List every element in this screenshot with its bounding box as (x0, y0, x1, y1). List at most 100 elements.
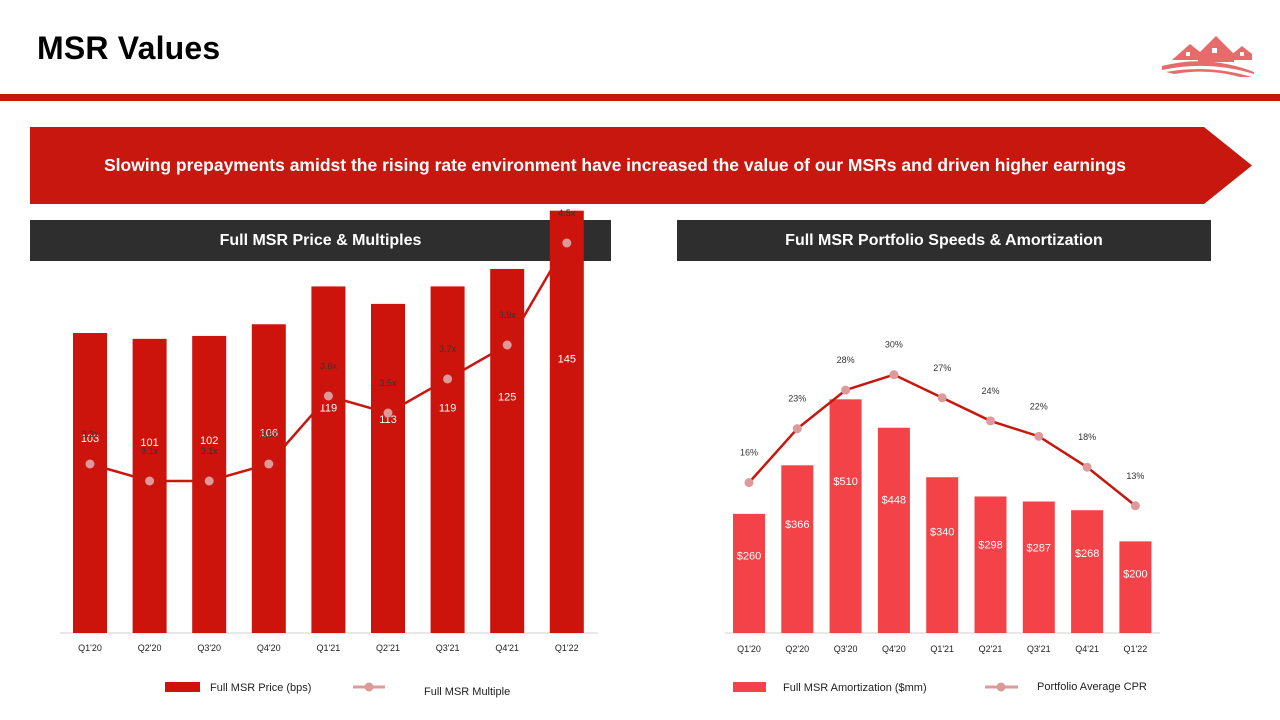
legend-label-cpr: Portfolio Average CPR (1037, 681, 1147, 693)
line-marker-9 (1130, 501, 1140, 511)
legend-label-price: Full MSR Price (bps) (210, 682, 311, 694)
x-tick-label: Q1'21 (930, 644, 954, 654)
banner-text: Slowing prepayments amidst the rising ra… (103, 155, 1127, 175)
bar-value-label: 125 (498, 391, 516, 403)
line-marker-4 (889, 370, 899, 380)
bar-value-label: 103 (81, 433, 99, 445)
bar-5 (926, 477, 959, 633)
bar-8 (1071, 510, 1104, 633)
line-marker-1 (744, 478, 754, 488)
line-value-label: 3.1x (141, 446, 159, 456)
legend-label-amortization: Full MSR Amortization ($mm) (783, 682, 927, 694)
bar-8 (490, 268, 525, 633)
header-divider (0, 94, 1280, 101)
bar-2 (781, 465, 814, 633)
panel-header-speeds-amortization: Full MSR Portfolio Speeds & Amortization (677, 220, 1211, 261)
x-tick-label: Q2’21 (376, 643, 400, 653)
bar-4 (251, 324, 286, 633)
line-value-label: 18% (1078, 432, 1096, 442)
bar-6 (371, 303, 405, 633)
bar-4 (877, 427, 910, 633)
x-tick-label: Q2'20 (138, 643, 162, 653)
line-value-label: 3.2x (260, 429, 278, 439)
x-tick-label: Q4'20 (882, 644, 906, 654)
line-marker-6 (383, 408, 393, 418)
line-value-label: 3.5x (379, 378, 397, 388)
legend-swatch-amortization (733, 682, 766, 692)
legend-swatch-price (165, 682, 200, 692)
line-value-label: 24% (981, 386, 999, 396)
bar-value-label: $268 (1075, 548, 1099, 560)
banner-arrow (30, 127, 1252, 204)
line-value-label: 4.5x (558, 208, 576, 218)
legend: Full MSR Price (bps) Full MSR Multiple (165, 682, 510, 698)
line-value-label: 28% (837, 355, 855, 365)
line-value-label: 3.6x (320, 361, 338, 371)
bar-value-label: 119 (439, 403, 457, 415)
bar-value-label: $287 (1027, 543, 1051, 555)
x-tick-label: Q2'20 (785, 644, 809, 654)
x-tick-label: Q2'21 (979, 644, 1003, 654)
bar-5 (311, 286, 346, 633)
bar-value-label: 102 (200, 435, 218, 447)
bar-value-label: $448 (882, 495, 906, 507)
x-tick-label: Q4'21 (495, 643, 519, 653)
line-marker-9 (562, 238, 572, 248)
line-marker-3 (204, 476, 214, 486)
bar-1 (733, 513, 765, 633)
company-logo-icon (1162, 36, 1254, 77)
bar-value-label: $340 (930, 527, 954, 539)
line-value-label: 3.2x (81, 429, 99, 439)
line-marker-8 (1082, 462, 1092, 472)
panel-header-price-multiples: Full MSR Price & Multiples (30, 220, 611, 261)
x-tick-label: Q3'20 (197, 643, 221, 653)
bar-3 (829, 399, 862, 633)
line-marker-6 (986, 416, 995, 426)
x-tick-label: Q1'22 (555, 643, 579, 653)
line-marker-8 (502, 340, 512, 350)
line-value-label: 27% (933, 363, 951, 373)
legend-marker-multiple (364, 682, 374, 692)
line-marker-7 (443, 374, 453, 384)
bar-value-label: 145 (558, 353, 576, 365)
line-marker-4 (264, 459, 274, 469)
line-value-label: 3.7x (439, 344, 457, 354)
line-value-label: 3.1x (201, 446, 219, 456)
x-tick-label: Q1'20 (78, 643, 102, 653)
line-value-label: 22% (1030, 401, 1048, 411)
line-marker-5 (937, 393, 947, 403)
bar-1 (73, 333, 107, 633)
bar-7 (430, 286, 465, 633)
line-value-label: 30% (885, 340, 903, 350)
legend-label-multiple: Full MSR Multiple (424, 686, 510, 698)
chart-msr-price: 103 101 102 106 119 113 119 125 145 3.2x 3.1x 3.1x… (60, 208, 598, 698)
x-tick-label: Q1'21 (317, 643, 341, 653)
bar-6 (974, 496, 1007, 633)
line-marker-2 (145, 476, 155, 486)
x-tick-label: Q1'20 (737, 644, 761, 654)
bar-value-label: $260 (737, 551, 761, 563)
bar-2 (132, 338, 167, 633)
line-marker-3 (841, 385, 851, 395)
bar-value-label: 113 (379, 414, 397, 426)
line-marker-7 (1034, 431, 1044, 441)
page-title: MSR Values (37, 30, 221, 66)
bar-9 (1119, 541, 1152, 633)
line-value-label: 13% (1126, 471, 1144, 481)
bar-value-label: $200 (1123, 568, 1147, 580)
line-marker-1 (85, 459, 95, 469)
x-tick-label: Q1'22 (1124, 644, 1148, 654)
line-value-label: 3.9x (499, 310, 517, 320)
x-tick-label: Q4'21 (1075, 644, 1099, 654)
chart-msr-speeds: $260 $366 $510 $448 $340 $298 $287 $268 $200 16%… (725, 340, 1160, 694)
bar-value-label: 106 (260, 427, 278, 439)
bar-value-label: $366 (785, 519, 809, 531)
line-value-label: 16% (740, 448, 758, 458)
line-marker-5 (323, 391, 333, 401)
bar-value-label: $510 (833, 476, 857, 488)
line-value-label: 23% (788, 394, 806, 404)
bar-7 (1022, 501, 1055, 633)
bar-value-label: 101 (140, 437, 158, 449)
bar-value-label: $298 (978, 539, 1002, 551)
